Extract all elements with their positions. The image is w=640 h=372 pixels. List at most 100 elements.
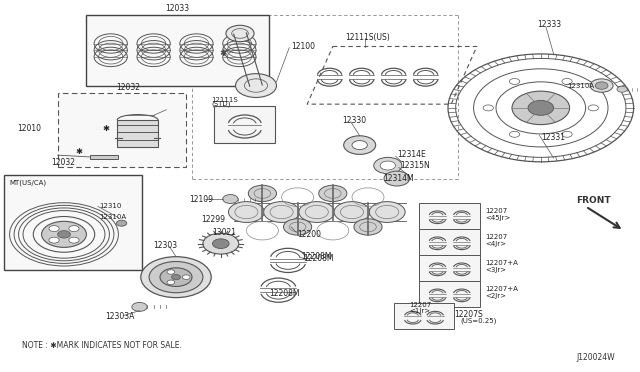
Text: FRONT: FRONT (576, 196, 611, 205)
Text: <1Jr>: <1Jr> (410, 308, 431, 314)
Circle shape (172, 275, 180, 280)
Circle shape (141, 257, 211, 298)
Circle shape (228, 202, 264, 222)
Text: 12100: 12100 (291, 42, 315, 51)
Circle shape (344, 136, 376, 154)
Circle shape (562, 78, 572, 84)
Circle shape (380, 161, 396, 170)
Text: MT(US/CA): MT(US/CA) (10, 179, 47, 186)
Circle shape (264, 202, 300, 222)
Circle shape (160, 268, 192, 286)
Text: ✱: ✱ (102, 124, 109, 133)
Circle shape (167, 280, 175, 285)
Circle shape (42, 221, 86, 247)
Text: 12330: 12330 (342, 116, 367, 125)
Text: 12208M: 12208M (303, 254, 333, 263)
Text: J120024W: J120024W (576, 353, 614, 362)
Circle shape (595, 82, 608, 89)
Text: 12109: 12109 (189, 195, 212, 203)
Text: <4Jr>: <4Jr> (485, 241, 506, 247)
Text: 12200: 12200 (298, 230, 322, 239)
Circle shape (334, 202, 370, 222)
Circle shape (299, 202, 335, 222)
Text: 12033: 12033 (166, 4, 189, 13)
Circle shape (352, 141, 367, 150)
Text: (STD): (STD) (211, 101, 230, 108)
Circle shape (354, 219, 382, 235)
Circle shape (69, 225, 79, 231)
Circle shape (369, 202, 405, 222)
Bar (86, 15, 269, 86)
Bar (419, 229, 480, 255)
Bar (394, 303, 454, 329)
Text: ✱: ✱ (219, 49, 227, 58)
Text: 12010: 12010 (18, 124, 42, 133)
Text: 12207: 12207 (485, 234, 508, 240)
Circle shape (149, 262, 203, 293)
Text: 12314M: 12314M (383, 174, 413, 183)
Circle shape (236, 74, 276, 97)
Circle shape (226, 25, 254, 42)
Text: 12310A: 12310A (99, 214, 126, 219)
Circle shape (528, 100, 554, 115)
Circle shape (617, 86, 627, 92)
Circle shape (248, 185, 276, 202)
Text: 12208M: 12208M (301, 252, 332, 261)
Text: 13021: 13021 (212, 228, 237, 237)
Circle shape (284, 219, 312, 235)
Text: 12314E: 12314E (397, 150, 426, 159)
Bar (4, 175, 142, 270)
Text: 12315N: 12315N (400, 161, 429, 170)
Text: 12032: 12032 (116, 83, 140, 92)
Text: 12333: 12333 (538, 20, 562, 29)
Text: 12207S: 12207S (454, 310, 483, 319)
Text: <2Jr>: <2Jr> (485, 293, 506, 299)
Bar (90, 155, 118, 159)
Circle shape (167, 270, 175, 274)
Circle shape (319, 185, 347, 202)
Text: 12331: 12331 (541, 133, 564, 142)
Text: 12032: 12032 (51, 158, 76, 167)
Bar (419, 203, 480, 229)
Bar (419, 255, 480, 281)
Text: <3Jr>: <3Jr> (485, 267, 506, 273)
Text: 12207: 12207 (485, 208, 508, 214)
Text: 12299: 12299 (202, 215, 226, 224)
Circle shape (69, 237, 79, 243)
Text: (US=0.25): (US=0.25) (461, 317, 497, 324)
Text: <45Jr>: <45Jr> (485, 215, 511, 221)
Text: ✱: ✱ (76, 147, 82, 156)
Circle shape (132, 302, 147, 311)
Bar (214, 106, 275, 143)
Circle shape (562, 131, 572, 137)
Circle shape (58, 231, 70, 238)
Text: 12310: 12310 (99, 203, 122, 209)
Text: 12207+A: 12207+A (485, 286, 518, 292)
Circle shape (49, 237, 59, 243)
Circle shape (483, 105, 493, 111)
Bar (58, 93, 186, 167)
Circle shape (590, 79, 613, 92)
Text: 12207+A: 12207+A (485, 260, 518, 266)
Circle shape (203, 233, 239, 254)
Circle shape (116, 220, 127, 226)
Text: 12111S(US): 12111S(US) (346, 33, 390, 42)
Bar (117, 120, 158, 147)
Text: NOTE : ✱MARK INDICATES NOT FOR SALE.: NOTE : ✱MARK INDICATES NOT FOR SALE. (22, 341, 182, 350)
Text: 12111S: 12111S (211, 97, 238, 103)
Text: 12303A: 12303A (106, 312, 135, 321)
Circle shape (384, 171, 410, 186)
Text: 12303: 12303 (154, 241, 178, 250)
Circle shape (212, 239, 229, 248)
Circle shape (509, 78, 520, 84)
Circle shape (374, 157, 402, 174)
Text: 12207: 12207 (410, 302, 432, 308)
Text: 12208M: 12208M (269, 289, 300, 298)
Bar (419, 281, 480, 307)
Circle shape (588, 105, 598, 111)
Circle shape (509, 131, 520, 137)
Circle shape (512, 91, 570, 125)
Text: 12310A: 12310A (568, 83, 595, 89)
Circle shape (223, 195, 238, 203)
Circle shape (49, 225, 59, 231)
